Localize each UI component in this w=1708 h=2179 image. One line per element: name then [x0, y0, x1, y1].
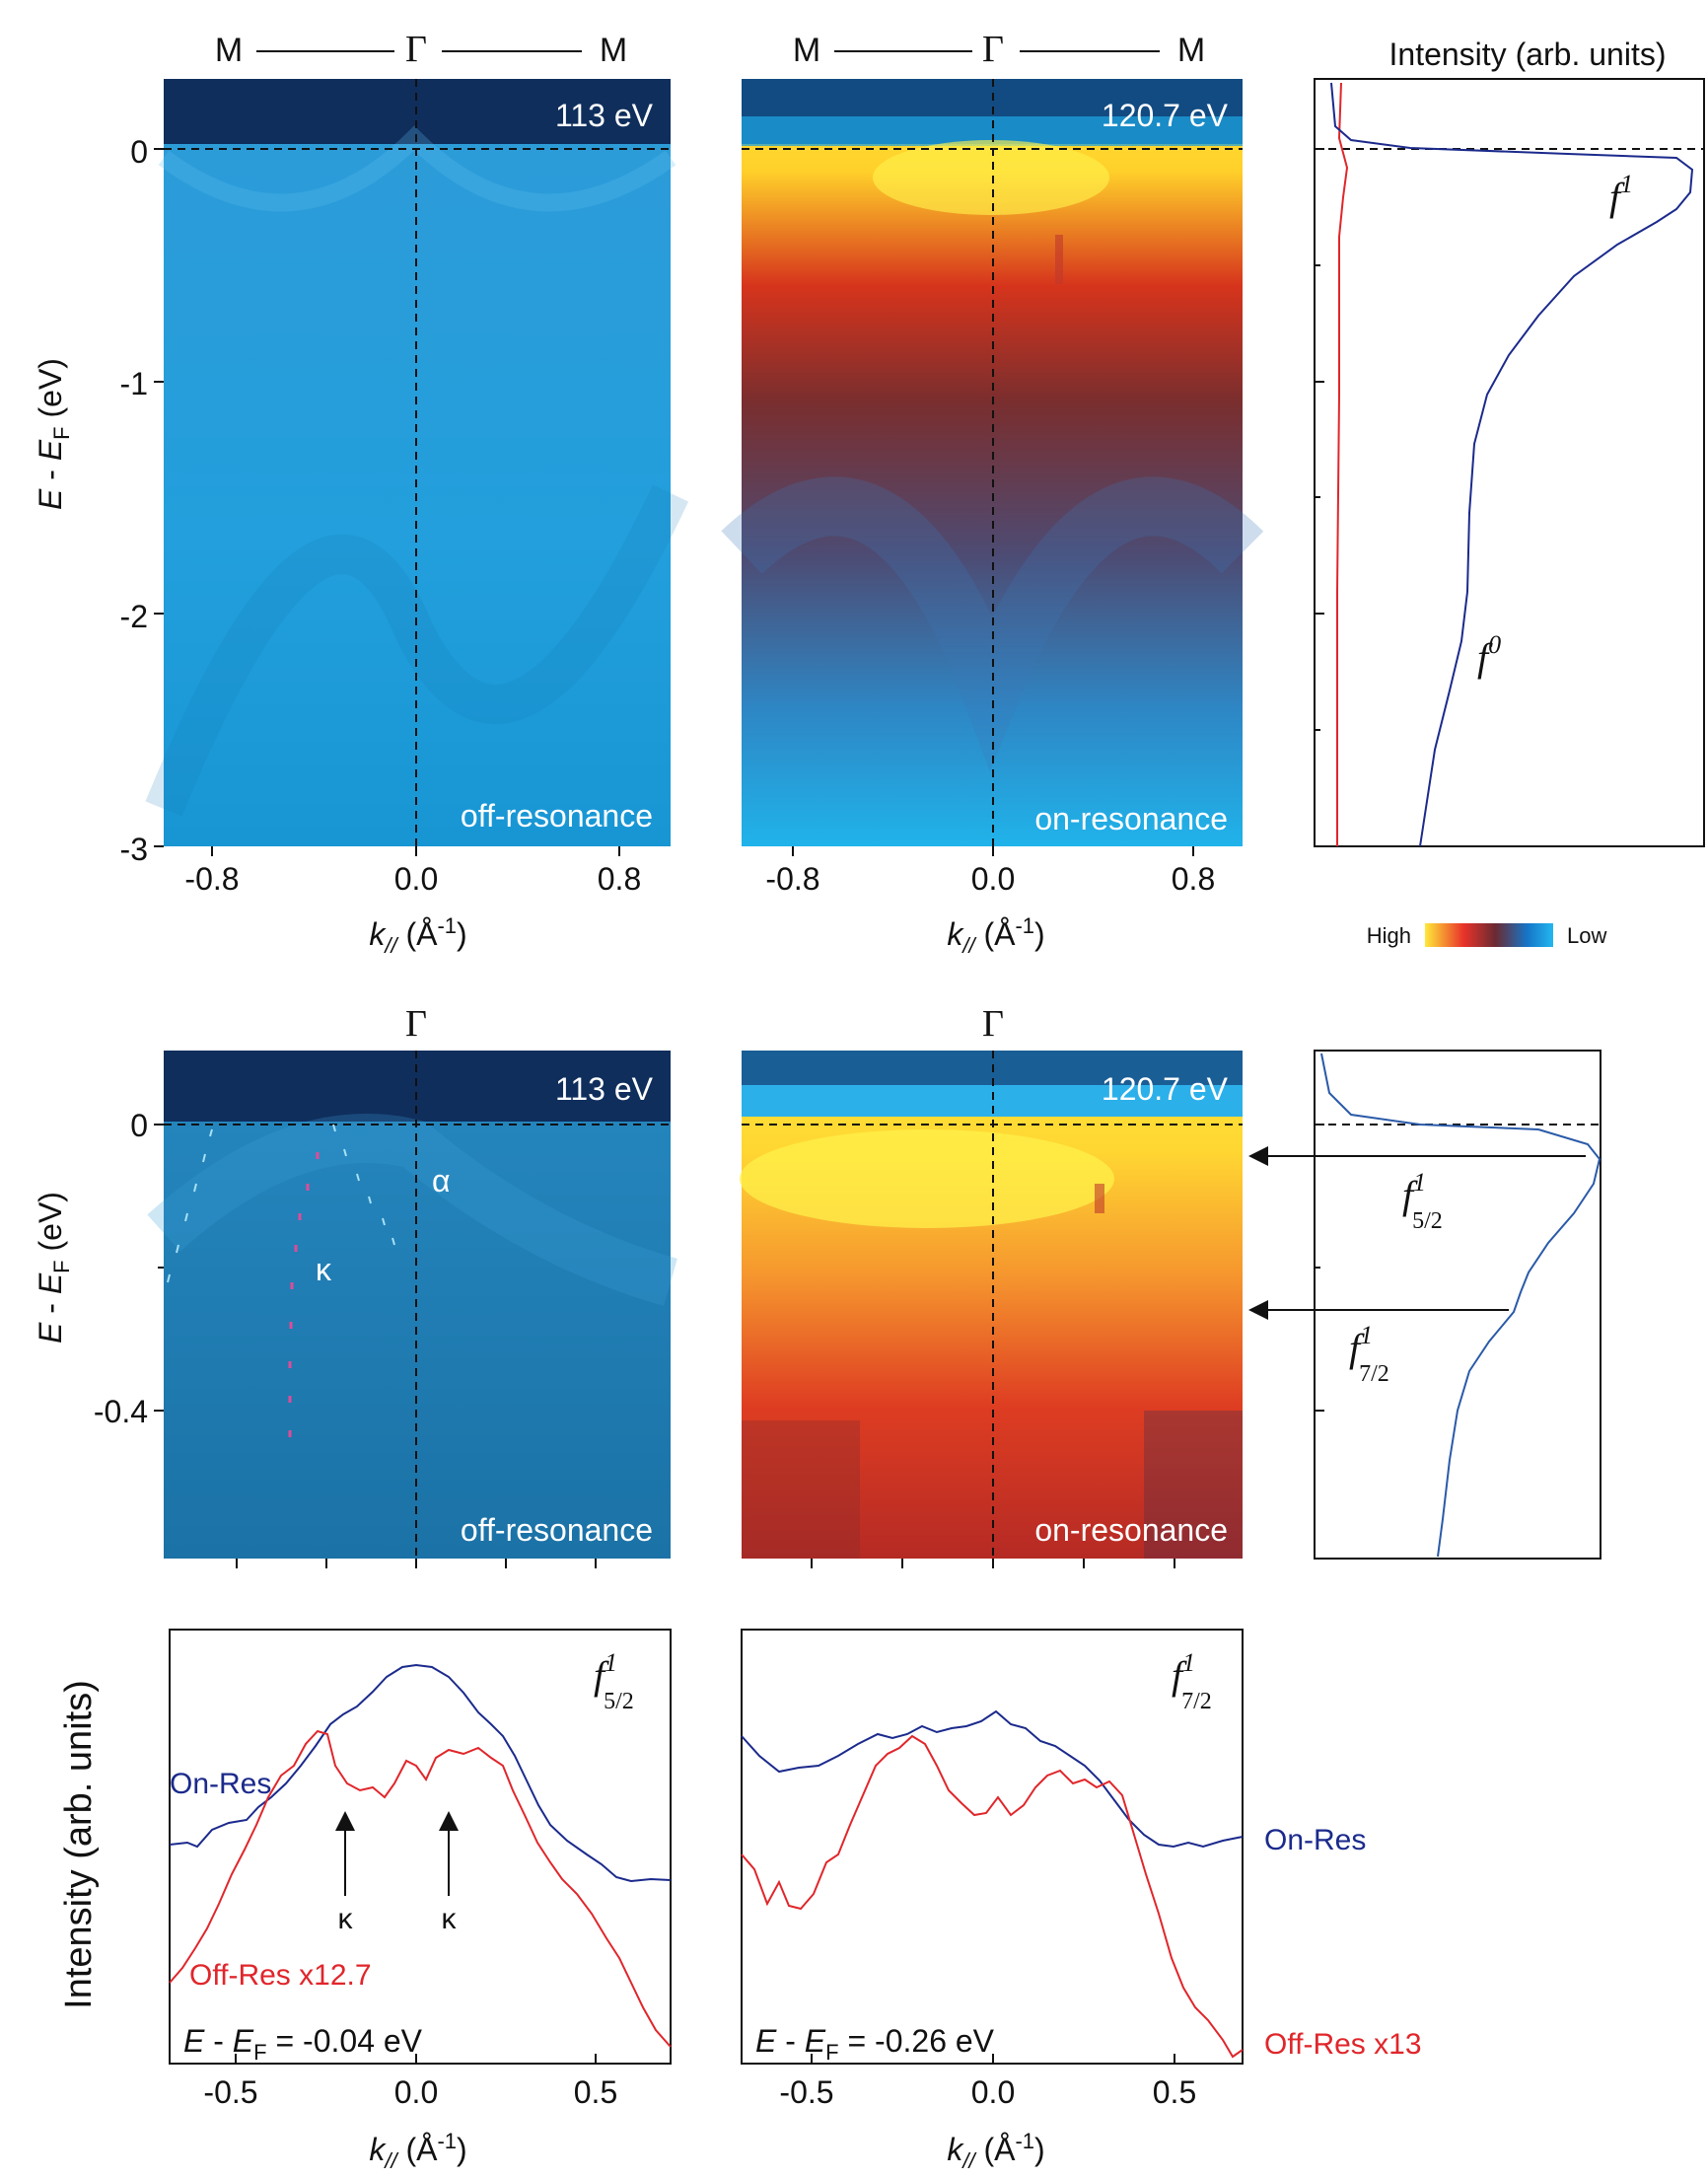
bottom-y-axis-label: Intensity (arb. units) [58, 1680, 100, 2009]
tag-f72: f1 7/2 [1172, 1648, 1212, 1714]
edc-label-f52: f1 5/2 [1402, 1168, 1443, 1234]
x-tick: -0.8 [184, 861, 239, 897]
series-off-res [741, 1734, 1244, 2059]
label-gamma: Γ [982, 29, 1004, 70]
middle-y-axis: 0 -0.4 E - EF (eV) [33, 1108, 164, 1429]
y-axis-label: E - EF (eV) [33, 358, 74, 510]
off-res-label: Off-Res x12.7 [189, 1959, 372, 1992]
on-res-label-right: On-Res [1264, 1824, 1366, 1856]
panel-c-off-resonance: α κ 113 eV off-resonance [147, 1051, 677, 1559]
bottom-right-plot: f1 7/2 E - EF = -0.26 eV [741, 1629, 1244, 2065]
top-edc-panel: f1 f0 [1314, 78, 1705, 847]
label-m-left: M [215, 32, 243, 69]
x-axis-label: k// (Å-1) [947, 2129, 1044, 2173]
x-tick: 0.0 [394, 861, 438, 897]
edc-label-f1: f1 [1609, 170, 1633, 219]
y-tick: -0.4 [94, 1394, 148, 1429]
kappa-label-right: κ [442, 1903, 458, 1935]
panel-a-energy: 113 eV [555, 98, 654, 133]
x-tick: 0.8 [1172, 861, 1215, 897]
series-on-res [741, 1709, 1244, 1849]
y-tick: -1 [120, 366, 148, 401]
y-tick: -2 [120, 599, 148, 634]
kappa-label-left: κ [338, 1903, 354, 1935]
top-path-labels-a: M Γ M [215, 29, 627, 70]
y-tick: 0 [130, 1108, 148, 1143]
x-tick: 0.8 [598, 861, 641, 897]
middle-gamma-b: Γ [982, 1003, 1004, 1045]
x-tick: -0.8 [765, 861, 819, 897]
y-tick: -3 [120, 832, 148, 867]
panel-d-energy: 120.7 eV [1102, 1071, 1229, 1107]
label-m-right: M [600, 32, 627, 69]
panel-d-mode: on-resonance [1034, 1512, 1228, 1548]
edc-label-f0: f0 [1477, 630, 1501, 680]
kappa-band-markers [288, 1152, 320, 1437]
middle-gamma-a: Γ [405, 1003, 427, 1045]
energy-cut-label: E - EF = -0.04 eV [183, 2023, 423, 2065]
y-axis-label: E - EF (eV) [33, 1192, 74, 1344]
x-tick: 0.0 [971, 2074, 1015, 2110]
panel-a-mode: off-resonance [461, 798, 653, 834]
middle-edc-panel: f1 5/2 f1 7/2 [1248, 1050, 1601, 1560]
middle-x-ticks [236, 1559, 1175, 1568]
alpha-label: α [432, 1163, 451, 1198]
x-tick: 0.0 [394, 2074, 438, 2110]
colorbar: High Low [1367, 923, 1606, 948]
tag-f52: f1 5/2 [594, 1648, 634, 1714]
top-path-labels-b: M Γ M [793, 29, 1205, 70]
label-m-left: M [793, 32, 820, 69]
panel-a-off-resonance: 113 eV off-resonance [145, 79, 689, 846]
colorbar-high-label: High [1367, 923, 1411, 948]
top-x-axis: -0.8 0.0 0.8 -0.8 0.0 0.8 k// (Å-1) k// … [184, 846, 1215, 958]
panel-d-on-resonance: 120.7 eV on-resonance [740, 1051, 1243, 1559]
on-res-label: On-Res [170, 1768, 271, 1800]
edc-series-on-resonance [1330, 82, 1694, 847]
x-tick: -0.5 [203, 2074, 257, 2110]
x-tick: -0.5 [779, 2074, 833, 2110]
bottom-x-axis: -0.5 0.0 0.5 -0.5 0.0 0.5 k// (Å-1) k// … [203, 2054, 1196, 2173]
panel-b-energy: 120.7 eV [1102, 98, 1229, 133]
kappa-label: κ [316, 1252, 332, 1287]
y-tick: 0 [130, 134, 148, 170]
edc-title: Intensity (arb. units) [1389, 36, 1667, 72]
bottom-left-plot: κ κ On-Res Off-Res x12.7 f1 5/2 E - EF = … [169, 1629, 672, 2065]
x-tick: 0.0 [971, 861, 1015, 897]
energy-cut-label: E - EF = -0.26 eV [755, 2023, 995, 2065]
x-axis-label: k// (Å-1) [369, 913, 466, 958]
panel-b-mode: on-resonance [1034, 801, 1228, 836]
top-y-axis: 0 -1 -2 -3 E - EF (eV) [33, 134, 164, 867]
x-tick: 0.5 [574, 2074, 617, 2110]
colorbar-low-label: Low [1567, 923, 1606, 948]
series-on-res [169, 1663, 672, 1883]
panel-b-on-resonance: 120.7 eV on-resonance [721, 79, 1264, 846]
label-gamma: Γ [405, 29, 427, 70]
alpha-band-markers [167, 1124, 395, 1283]
panel-c-mode: off-resonance [461, 1512, 653, 1548]
x-axis-label: k// (Å-1) [369, 2129, 466, 2173]
label-m-right: M [1177, 32, 1205, 69]
edc-label-f72: f1 7/2 [1349, 1321, 1389, 1387]
panel-c-energy: 113 eV [555, 1071, 654, 1107]
edc-series-off-resonance [1336, 82, 1349, 846]
off-res-label-right: Off-Res x13 [1264, 2028, 1422, 2061]
edc-series-on-resonance [1320, 1053, 1601, 1558]
x-axis-label: k// (Å-1) [947, 913, 1044, 958]
x-tick: 0.5 [1153, 2074, 1196, 2110]
series-off-res [169, 1729, 672, 2048]
